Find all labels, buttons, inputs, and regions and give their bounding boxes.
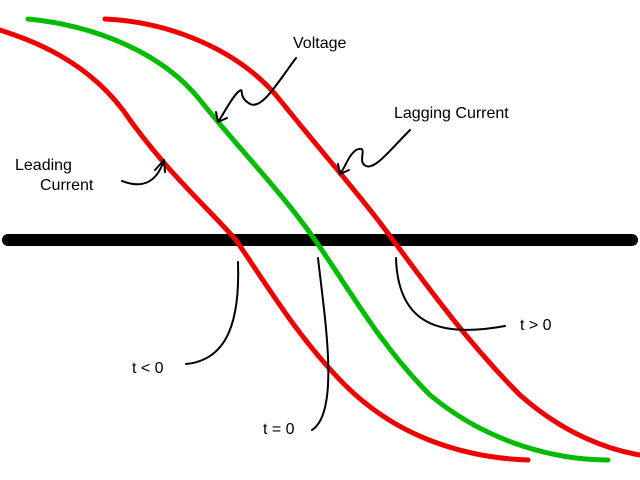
leading-current-pointer (121, 159, 165, 186)
t-positive-pointer (395, 257, 506, 331)
voltage-pointer (217, 57, 297, 123)
lagging-current-pointer-arrow (337, 163, 350, 175)
leading-current-curve (0, 27, 531, 463)
lagging-current-pointer (339, 129, 411, 175)
t-negative-pointer (185, 261, 240, 365)
t-zero-pointer (311, 257, 330, 431)
leading-current-label-line1: Leading (15, 157, 72, 174)
voltage-label: Voltage (293, 35, 346, 52)
t-positive-label: t > 0 (520, 317, 552, 334)
voltage-pointer-arrow (215, 111, 228, 123)
lagging-current-curve (102, 16, 640, 458)
t-negative-label: t < 0 (132, 360, 164, 377)
t-zero-label: t = 0 (263, 421, 295, 438)
lagging-current-label: Lagging Current (394, 105, 509, 122)
voltage-curve (25, 16, 611, 463)
leading-current-label-line2: Current (40, 177, 94, 194)
leading-current-pointer-arrow (154, 159, 166, 173)
